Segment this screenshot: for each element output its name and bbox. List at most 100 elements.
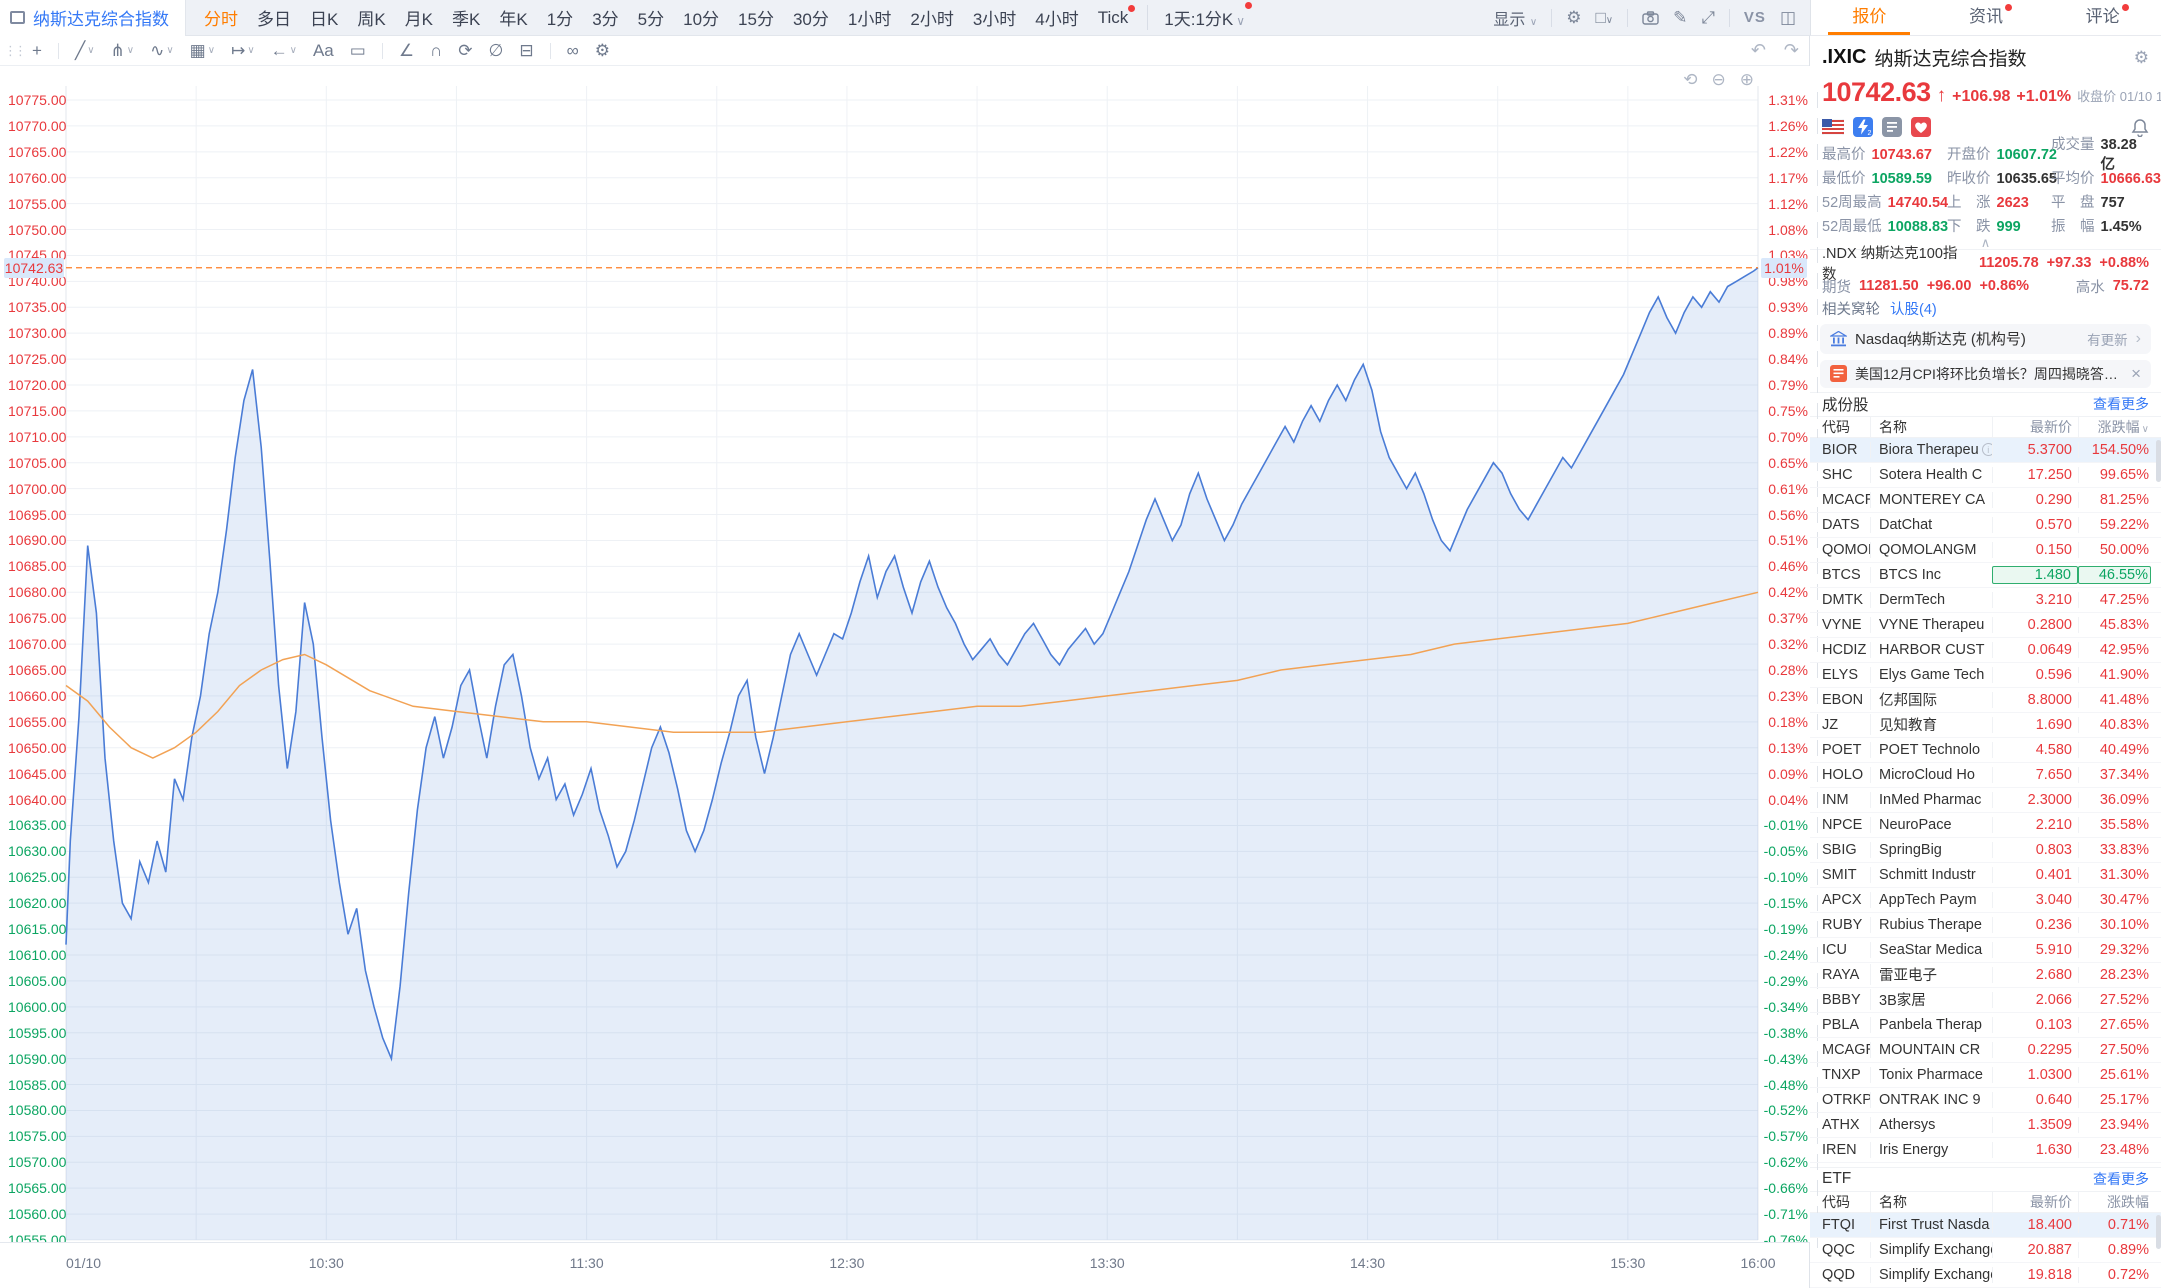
measure-tool-icon[interactable]: ↦ ∨: [231, 40, 255, 60]
layout-box-icon[interactable]: □∨: [1595, 7, 1614, 27]
scrollbar-thumb[interactable]: [2156, 1215, 2161, 1250]
table-row-NPCE[interactable]: NPCE NeuroPace 2.210 35.58%: [1810, 813, 2161, 838]
tab-资讯[interactable]: 资讯: [1928, 0, 2045, 35]
view-more-link[interactable]: 查看更多: [2093, 396, 2149, 413]
chart-settings-icon[interactable]: ⚙: [594, 40, 610, 60]
document-icon[interactable]: [1882, 117, 1902, 137]
arrow-tool-icon[interactable]: ← ∨: [270, 40, 297, 60]
sync-draw-tool-icon[interactable]: ⟳: [458, 40, 473, 60]
toolbar-grip-handle[interactable]: ⋮⋮: [4, 42, 27, 58]
hide-drawings-tool-icon[interactable]: ∅: [488, 40, 504, 60]
table-row-QQC[interactable]: QQC Simplify Exchange 20.887 0.89%: [1810, 1238, 2161, 1264]
column-header-代码[interactable]: 代码: [1822, 418, 1850, 435]
lightning-level2-icon[interactable]: 2: [1853, 117, 1873, 137]
table-row-VYNE[interactable]: VYNE VYNE Therapeu 0.2800 45.83%: [1810, 613, 2161, 638]
fullscreen-icon[interactable]: ⤢: [1701, 7, 1715, 27]
pattern-tool-icon[interactable]: ▦ ∨: [189, 40, 216, 60]
period-4小时[interactable]: 4小时: [1035, 10, 1079, 29]
column-header-最新价[interactable]: 最新价: [1992, 416, 2078, 437]
column-header-代码[interactable]: 代码: [1822, 1194, 1850, 1211]
table-row-OTRKP[interactable]: OTRKP ONTRAK INC 9 0.640 25.17%: [1810, 1088, 2161, 1113]
pitchfork-tool-icon[interactable]: ⋔ ∨: [110, 40, 135, 60]
view-more-link[interactable]: 查看更多: [2093, 1171, 2149, 1188]
column-header-名称[interactable]: 名称: [1870, 416, 1992, 437]
warrants-link[interactable]: 认股(4): [1890, 301, 1937, 318]
table-row-PBLA[interactable]: PBLA Panbela Therap 0.103 27.65%: [1810, 1013, 2161, 1038]
table-row-INM[interactable]: INM InMed Pharmac 2.3000 36.09%: [1810, 788, 2161, 813]
move-tool-icon[interactable]: +: [32, 40, 42, 60]
table-row-HCDIZ[interactable]: HCDIZ HARBOR CUST 0.0649 42.95%: [1810, 638, 2161, 663]
period-季K[interactable]: 季K: [452, 10, 481, 29]
period-1小时[interactable]: 1小时: [847, 10, 892, 29]
quote-settings-gear-icon[interactable]: ⚙: [2133, 47, 2149, 67]
period-2小时[interactable]: 2小时: [910, 10, 954, 29]
period-30分[interactable]: 30分: [792, 10, 829, 29]
period-周K[interactable]: 周K: [357, 10, 386, 29]
table-row-QQD[interactable]: QQD Simplify Exchange 19.818 0.72%: [1810, 1263, 2161, 1288]
redo-icon[interactable]: ↷: [1783, 40, 1799, 60]
period-分时[interactable]: 分时: [204, 10, 238, 29]
compare-tool-icon[interactable]: ∞: [566, 40, 579, 60]
alert-bell-icon[interactable]: [2131, 118, 2149, 137]
table-row-TNXP[interactable]: TNXP Tonix Pharmace 1.0300 25.61%: [1810, 1063, 2161, 1088]
zoom-in-icon[interactable]: ⊕: [1739, 70, 1754, 89]
table-row-POET[interactable]: POET POET Technolo 4.580 40.49%: [1810, 738, 2161, 763]
column-header-涨跌幅[interactable]: 涨跌幅 ∨: [2078, 416, 2151, 437]
period-15分[interactable]: 15分: [738, 10, 774, 29]
comment-tool-icon[interactable]: ▭: [349, 40, 366, 60]
org-account-card[interactable]: Nasdaq纳斯达克 (机构号) 有更新 ›: [1820, 323, 2151, 355]
period-3分[interactable]: 3分: [592, 10, 619, 29]
draw-pencil-icon[interactable]: ✎: [1673, 7, 1688, 27]
trendline-tool-icon[interactable]: ╱ ∨: [74, 40, 95, 60]
table-row-ICU[interactable]: ICU SeaStar Medica 5.910 29.32%: [1810, 938, 2161, 963]
table-row-MCACR[interactable]: MCACR MONTEREY CA 0.290 81.25%: [1810, 488, 2161, 513]
camera-icon[interactable]: [1642, 8, 1659, 28]
table-row-BTCS[interactable]: BTCS BTCS Inc 1.480 46.55%: [1810, 563, 2161, 588]
table-row-IREN[interactable]: IREN Iris Energy 1.630 23.48%: [1810, 1138, 2161, 1163]
zoom-out-icon[interactable]: ⊖: [1711, 70, 1726, 89]
table-row-SHC[interactable]: SHC Sotera Health C 17.250 99.65%: [1810, 463, 2161, 488]
undo-icon[interactable]: ↶: [1750, 40, 1766, 60]
delete-drawings-tool-icon[interactable]: ⊟: [519, 40, 534, 60]
table-row-BBBY[interactable]: BBBY 3B家居 2.066 27.52%: [1810, 988, 2161, 1013]
scrollbar-thumb[interactable]: [2156, 439, 2161, 482]
ndx-index-row[interactable]: .NDX 纳斯达克100指数 11205.78 +97.33 +0.88%: [1810, 246, 2161, 283]
period-10分[interactable]: 10分: [683, 10, 720, 29]
display-menu[interactable]: 显示 ∨: [1493, 11, 1538, 29]
period-多日[interactable]: 多日: [257, 10, 291, 29]
table-row-ELYS[interactable]: ELYS Elys Game Tech 0.596 41.90%: [1810, 663, 2161, 688]
text-tool-icon[interactable]: Aa: [312, 40, 334, 60]
vs-compare-icon[interactable]: VS: [1743, 9, 1766, 26]
magnet-tool-icon[interactable]: ∩: [430, 40, 443, 60]
table-row-QOMOI[interactable]: QOMOI QOMOLANGM 0.150 50.00%: [1810, 538, 2161, 563]
symbol-tab[interactable]: 纳斯达克综合指数: [0, 0, 186, 36]
table-row-HOLO[interactable]: HOLO MicroCloud Ho 7.650 37.34%: [1810, 763, 2161, 788]
angle-tool-icon[interactable]: ∠: [398, 40, 415, 60]
period-1分[interactable]: 1分: [546, 10, 574, 29]
table-row-DATS[interactable]: DATS DatChat 0.570 59.22%: [1810, 513, 2161, 538]
column-header-名称[interactable]: 名称: [1870, 1192, 1992, 1213]
table-row-EBON[interactable]: EBON 亿邦国际 8.8000 41.48%: [1810, 688, 2161, 713]
column-header-最新价[interactable]: 最新价: [1992, 1192, 2078, 1213]
close-icon[interactable]: ×: [2131, 364, 2141, 384]
table-row-SBIG[interactable]: SBIG SpringBig 0.803 33.83%: [1810, 838, 2161, 863]
period-5分[interactable]: 5分: [637, 10, 665, 29]
column-header-涨跌幅[interactable]: 涨跌幅: [2078, 1192, 2151, 1213]
table-row-DMTK[interactable]: DMTK DermTech 3.210 47.25%: [1810, 588, 2161, 613]
table-row-JZ[interactable]: JZ 见知教育 1.690 40.83%: [1810, 713, 2161, 738]
period-日K[interactable]: 日K: [310, 10, 339, 29]
heart-icon[interactable]: [1911, 117, 1931, 137]
intraday-chart[interactable]: ⟲ ⊖ ⊕ 10742.63 1.01% 10775.00 1.31% 10770.…: [0, 66, 1818, 1248]
table-row-APCX[interactable]: APCX AppTech Paym 3.040 30.47%: [1810, 888, 2161, 913]
settings-gear-icon[interactable]: ⚙: [1566, 7, 1582, 27]
tab-评论[interactable]: 评论: [2044, 0, 2161, 35]
period-年K[interactable]: 年K: [499, 10, 528, 29]
reset-zoom-icon[interactable]: ⟲: [1683, 70, 1698, 89]
period-3小时[interactable]: 3小时: [972, 10, 1017, 29]
panel-toggle-icon[interactable]: ◫: [1779, 7, 1796, 27]
collapse-chevron-icon[interactable]: ∧: [1980, 235, 1991, 250]
period-月K[interactable]: 月K: [404, 10, 434, 29]
table-row-ATHX[interactable]: ATHX Athersys 1.3509 23.94%: [1810, 1113, 2161, 1138]
